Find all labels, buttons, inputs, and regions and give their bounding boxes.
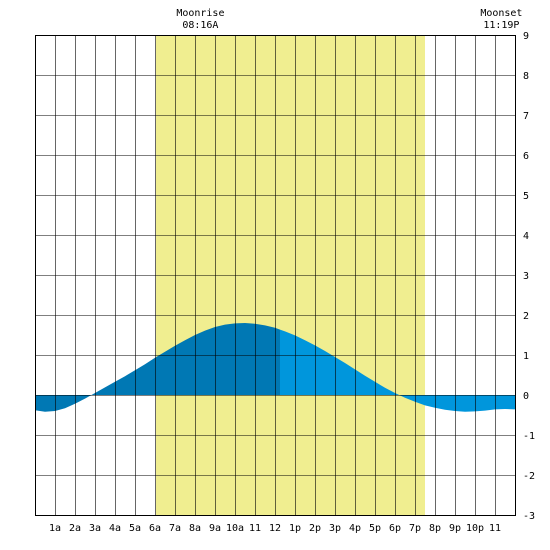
y-tick-labels: 9 8 7 6 5 4 3 2 1 0 -1 -2 -3 [523,31,535,522]
x-tick-label: 3p [329,523,341,534]
annotation-label: Moonset [480,8,522,19]
y-tick-label: 9 [523,31,529,42]
y-tick-label: 8 [523,71,529,82]
x-tick-label: 5p [369,523,381,534]
x-tick-label: 4p [349,523,361,534]
y-tick-label: 5 [523,191,529,202]
y-tick-label: 1 [523,351,529,362]
y-tick-label: 7 [523,111,529,122]
tide-area-rising [35,323,280,412]
daylight-layer [156,35,425,515]
y-tick-label: 4 [523,231,529,242]
tide-layer [35,323,515,412]
x-tick-label: 4a [109,523,121,534]
y-tick-label: 6 [523,151,529,162]
x-tick-label: 10p [466,523,484,534]
y-tick-label: -1 [523,431,535,442]
daylight-band [156,35,425,515]
x-tick-label: 5a [129,523,141,534]
x-tick-label: 9p [449,523,461,534]
x-tick-label: 2p [309,523,321,534]
x-tick-label: 11 [489,523,501,534]
grid-layer [35,35,516,516]
x-tick-label: 2a [69,523,81,534]
x-tick-label: 12 [269,523,281,534]
x-tick-label: 7p [409,523,421,534]
annotation-label: Moonrise [176,8,224,19]
plot-border [35,35,516,516]
x-tick-label: 6p [389,523,401,534]
y-tick-label: 3 [523,271,529,282]
y-tick-label: -2 [523,471,535,482]
y-tick-label: 2 [523,311,529,322]
annotation-time: 08:16A [182,20,218,31]
y-tick-label: -3 [523,511,535,522]
x-tick-label: 3a [89,523,101,534]
x-tick-label: 1p [289,523,301,534]
y-tick-label: 0 [523,391,529,402]
x-tick-label: 6a [149,523,161,534]
x-tick-labels: 1a 2a 3a 4a 5a 6a 7a 8a 9a 10a 11 12 1p 2p 3p 4p 5p 6p 7p 8… [49,523,501,534]
x-tick-label: 1a [49,523,61,534]
x-tick-label: 7a [169,523,181,534]
tide-area-falling [280,329,515,412]
x-tick-label: 8p [429,523,441,534]
annotation-time: 11:19P [483,20,519,31]
x-tick-label: 8a [189,523,201,534]
x-tick-label: 10a [226,523,244,534]
x-tick-label: 9a [209,523,221,534]
x-tick-label: 11 [249,523,261,534]
